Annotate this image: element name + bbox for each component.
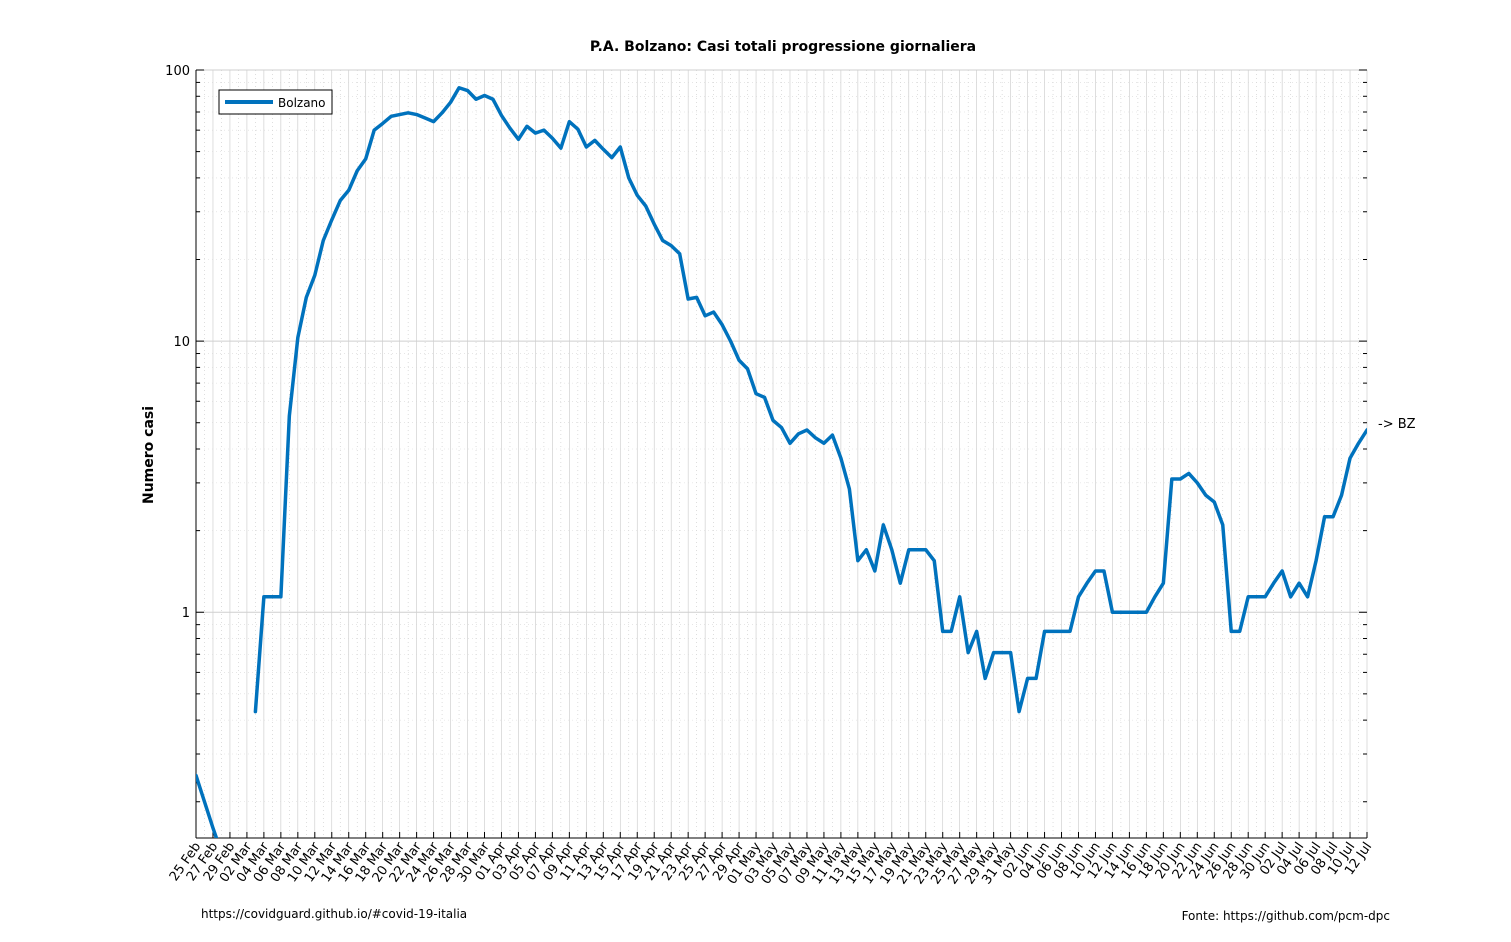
chart-title: P.A. Bolzano: Casi totali progressione g… — [590, 39, 976, 55]
grid — [195, 69, 1368, 838]
footer-source-right: Fonte: https://github.com/pcm-dpc — [1182, 909, 1390, 923]
series-line-bolzano — [196, 773, 219, 838]
series — [196, 86, 1367, 838]
y-tick-label: 1 — [182, 606, 190, 621]
series-line-bolzano — [253, 86, 1367, 714]
y-tick-label: 100 — [165, 64, 190, 79]
y-tick-label: 10 — [173, 335, 190, 350]
footer-source-left: https://covidguard.github.io/#covid-19-i… — [201, 907, 467, 921]
series-end-annotation: -> BZ — [1378, 417, 1416, 432]
legend: Bolzano — [218, 89, 333, 115]
legend-label-bolzano: Bolzano — [278, 96, 326, 110]
y-axis-label: Numero casi — [141, 406, 157, 504]
